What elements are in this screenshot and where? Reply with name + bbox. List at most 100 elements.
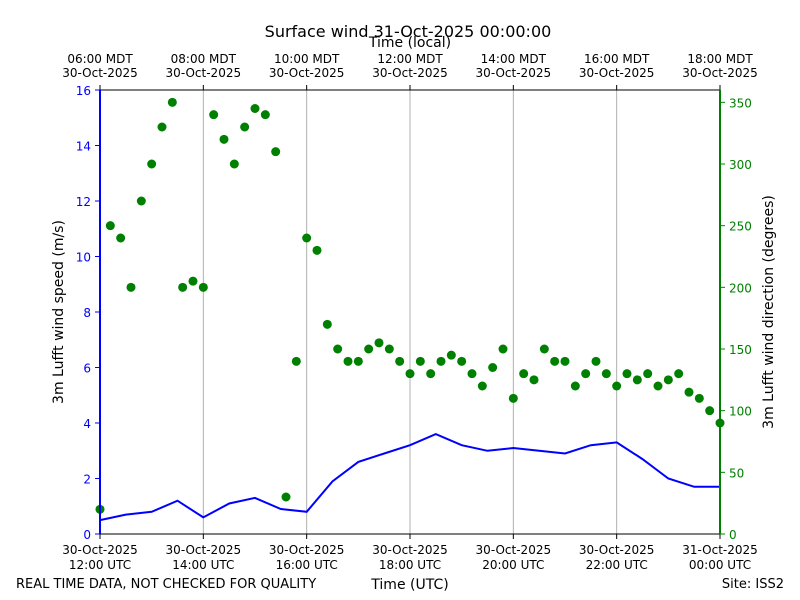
direction-point (467, 369, 477, 379)
direction-point (302, 233, 312, 243)
direction-point (105, 221, 115, 231)
direction-point (229, 159, 239, 169)
left-tick-label: 16 (76, 84, 91, 98)
direction-point (395, 356, 405, 366)
right-tick-label: 350 (729, 96, 752, 110)
direction-point (250, 104, 260, 113)
direction-point (322, 319, 332, 329)
bottom-tick-time: 14:00 UTC (172, 558, 234, 572)
bottom-tick-date: 30-Oct-2025 (579, 543, 655, 557)
bottom-tick-time: 12:00 UTC (69, 558, 131, 572)
top-tick-time: 18:00 MDT (687, 52, 753, 66)
direction-point (415, 356, 425, 366)
right-axis-ticks: 0 50 100 150 200 250 300 350 (720, 96, 752, 542)
wind-speed-line (99, 433, 720, 522)
top-axis-label: Time (local) (368, 35, 451, 51)
direction-point (364, 344, 374, 354)
direction-point (488, 363, 498, 372)
left-tick-label: 8 (83, 306, 91, 320)
bottom-tick-date: 30-Oct-2025 (62, 543, 138, 557)
direction-point (560, 356, 570, 366)
left-axis-ticks: 0 2 4 6 8 10 12 14 16 (76, 84, 100, 542)
bottom-tick-date: 30-Oct-2025 (476, 543, 552, 557)
direction-point (426, 369, 436, 379)
direction-point (116, 233, 126, 243)
right-tick-label: 0 (729, 528, 737, 542)
direction-point (219, 134, 229, 144)
bottom-tick-time: 18:00 UTC (379, 558, 441, 572)
direction-point (312, 245, 322, 255)
direction-point (550, 356, 560, 366)
left-tick-label: 14 (76, 140, 91, 154)
direction-point (519, 369, 529, 379)
direction-point (663, 375, 673, 385)
direction-point (622, 369, 632, 379)
left-tick-label: 6 (83, 362, 91, 376)
direction-point (260, 110, 270, 120)
direction-point (333, 344, 343, 354)
quality-disclaimer: REAL TIME DATA, NOT CHECKED FOR QUALITY (16, 577, 316, 592)
right-tick-label: 50 (729, 466, 744, 480)
top-tick-time: 12:00 MDT (377, 52, 443, 66)
direction-point (178, 282, 188, 292)
bottom-tick-date: 30-Oct-2025 (372, 543, 448, 557)
direction-point (643, 369, 653, 379)
direction-point (157, 122, 167, 132)
left-tick-label: 2 (83, 473, 91, 487)
direction-point (209, 110, 219, 120)
x-axis-label: Time (UTC) (370, 577, 448, 593)
bottom-tick-time: 16:00 UTC (276, 558, 338, 572)
direction-point (436, 356, 446, 366)
direction-point (508, 393, 518, 403)
top-tick-date: 30-Oct-2025 (682, 66, 758, 80)
direction-point (694, 393, 704, 403)
bottom-tick-time: 00:00 UTC (689, 558, 751, 572)
direction-point (136, 196, 146, 206)
top-tick-date: 30-Oct-2025 (579, 66, 655, 80)
bottom-tick-date: 31-Oct-2025 (682, 543, 758, 557)
left-tick-label: 0 (83, 528, 91, 542)
direction-point (581, 369, 591, 379)
direction-point (570, 381, 580, 391)
direction-point (188, 276, 198, 286)
direction-point (167, 97, 177, 107)
direction-point (684, 387, 694, 397)
left-tick-label: 4 (83, 417, 91, 431)
bottom-tick-time: 20:00 UTC (482, 558, 544, 572)
vertical-gridlines (202, 90, 618, 534)
direction-point (281, 492, 291, 502)
direction-point (653, 381, 663, 391)
top-tick-date: 30-Oct-2025 (476, 66, 552, 80)
right-axis-label: 3m Lufft wind direction (degrees) (761, 195, 777, 429)
direction-point (446, 350, 456, 360)
direction-point (529, 375, 539, 385)
top-tick-time: 16:00 MDT (584, 52, 650, 66)
direction-point (147, 159, 157, 169)
direction-point (674, 369, 684, 379)
right-tick-label: 300 (729, 158, 752, 172)
site-label: Site: ISS2 (722, 577, 784, 592)
direction-point (591, 356, 601, 366)
top-tick-time: 06:00 MDT (67, 52, 133, 66)
direction-point (240, 122, 250, 132)
direction-point (126, 282, 136, 292)
direction-point (612, 381, 622, 391)
top-tick-time: 14:00 MDT (481, 52, 547, 66)
bottom-tick-time: 22:00 UTC (586, 558, 648, 572)
direction-point (477, 381, 487, 391)
direction-point (405, 369, 415, 379)
direction-point (291, 356, 301, 366)
direction-point (374, 338, 384, 348)
bottom-tick-date: 30-Oct-2025 (166, 543, 242, 557)
right-tick-label: 100 (729, 405, 752, 419)
top-tick-time: 10:00 MDT (274, 52, 340, 66)
direction-point (271, 147, 281, 157)
top-tick-date: 30-Oct-2025 (269, 66, 345, 80)
right-tick-label: 250 (729, 220, 752, 234)
left-tick-label: 12 (76, 195, 91, 209)
right-tick-label: 150 (729, 343, 752, 357)
